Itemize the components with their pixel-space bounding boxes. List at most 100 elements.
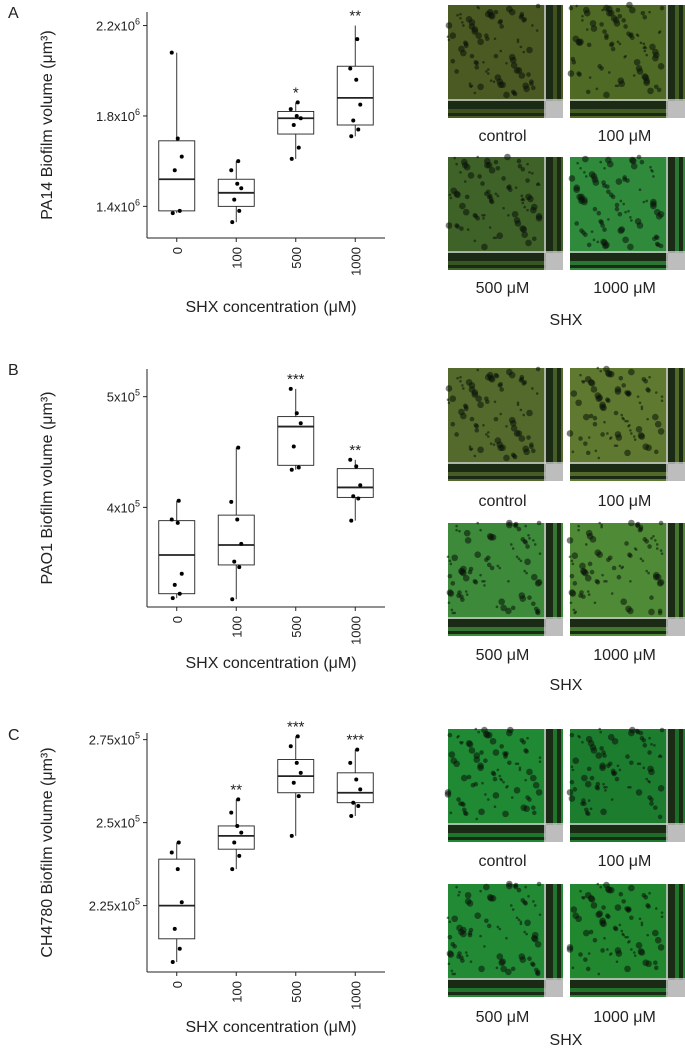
data-point: [169, 50, 174, 55]
biofilm-void: [450, 969, 454, 973]
biofilm-void: [648, 608, 655, 616]
biofilm-void: [614, 431, 622, 438]
biofilm-void: [493, 805, 497, 809]
biofilm-void: [566, 537, 574, 544]
biofilm-void: [654, 391, 658, 394]
biofilm-void: [467, 930, 473, 936]
biofilm-void: [528, 171, 531, 174]
micrograph-image: [566, 726, 685, 842]
biofilm-void: [496, 925, 500, 929]
biofilm-void: [659, 727, 665, 733]
biofilm-void: [460, 49, 467, 57]
biofilm-void: [605, 156, 612, 164]
xz-biofilm-band: [448, 833, 546, 837]
biofilm-void: [652, 929, 659, 937]
biofilm-void: [468, 386, 476, 393]
shx-caption: SHX: [550, 1032, 583, 1049]
biofilm-void: [493, 53, 499, 59]
biofilm-void: [645, 199, 649, 203]
biofilm-void: [642, 14, 648, 20]
biofilm-void: [527, 195, 534, 203]
biofilm-void: [468, 82, 472, 86]
biofilm-void: [455, 528, 458, 532]
data-point: [237, 208, 242, 213]
box: [217, 825, 255, 850]
biofilm-void: [586, 766, 592, 772]
biofilm-void: [526, 435, 531, 440]
biofilm-void: [518, 435, 526, 442]
biofilm-void: [477, 6, 480, 10]
biofilm-void: [505, 936, 508, 940]
biofilm-void: [624, 541, 629, 546]
biofilm-void: [627, 424, 630, 428]
biofilm-void: [519, 376, 525, 382]
biofilm-void: [636, 154, 642, 160]
micrograph-label: 1000 μM: [593, 1009, 656, 1026]
biofilm-void: [524, 778, 527, 782]
biofilm-void: [459, 375, 462, 379]
biofilm-void: [654, 936, 662, 944]
biofilm-void: [582, 155, 589, 163]
biofilm-void: [525, 571, 528, 575]
biofilm-void: [643, 77, 651, 84]
biofilm-void: [489, 565, 495, 571]
biofilm-void: [599, 369, 602, 373]
biofilm-void: [473, 781, 479, 787]
data-point: [289, 467, 294, 472]
biofilm-void: [483, 945, 486, 948]
biofilm-void: [636, 68, 644, 75]
biofilm-void: [468, 23, 476, 30]
biofilm-void: [476, 155, 480, 159]
biofilm-void: [497, 20, 503, 25]
biofilm-void: [462, 387, 465, 390]
biofilm-void: [618, 768, 622, 772]
biofilm-void: [477, 764, 484, 772]
y-tick-exponent: 6: [135, 17, 140, 27]
biofilm-void: [486, 72, 490, 75]
x-tick-label: 0: [170, 616, 185, 623]
biofilm-void: [583, 171, 586, 174]
biofilm-void: [516, 40, 520, 44]
biofilm-void: [535, 3, 541, 9]
biofilm-void: [484, 33, 489, 38]
data-point: [289, 156, 294, 161]
shx-caption: SHX: [550, 677, 583, 694]
xz-biofilm-band: [448, 988, 546, 992]
data-point: [349, 134, 354, 139]
biofilm-void: [496, 768, 500, 772]
biofilm-void: [576, 161, 579, 165]
micrograph-label: 100 μM: [598, 853, 652, 870]
data-point: [172, 582, 177, 587]
biofilm-void: [657, 428, 665, 435]
biofilm-void: [632, 951, 636, 954]
biofilm-void: [449, 196, 453, 200]
biofilm-void: [506, 519, 513, 527]
biofilm-void: [528, 537, 531, 540]
biofilm-void: [616, 40, 620, 44]
biofilm-void: [479, 889, 482, 893]
biofilm-void: [493, 37, 497, 41]
biofilm-void: [614, 904, 622, 911]
biofilm-void: [621, 899, 626, 904]
biofilm-void: [500, 965, 507, 973]
biofilm-void: [627, 209, 630, 213]
biofilm-void: [463, 529, 471, 537]
biofilm-void: [462, 24, 465, 27]
biofilm-void: [608, 71, 611, 74]
data-point: [177, 591, 182, 596]
biofilm-void: [660, 399, 664, 403]
data-point: [295, 100, 300, 105]
data-point: [239, 830, 244, 835]
biofilm-void: [596, 366, 600, 370]
biofilm-void: [624, 965, 631, 973]
biofilm-void: [459, 226, 464, 231]
biofilm-void: [459, 740, 462, 744]
data-point: [348, 457, 353, 462]
biofilm-void: [590, 173, 598, 180]
biofilm-void: [530, 573, 538, 581]
yz-biofilm-band: [675, 884, 679, 980]
biofilm-void: [629, 579, 632, 583]
y-tick-label: 4x105: [107, 498, 140, 515]
data-point: [229, 168, 234, 173]
biofilm-void: [575, 4, 579, 8]
